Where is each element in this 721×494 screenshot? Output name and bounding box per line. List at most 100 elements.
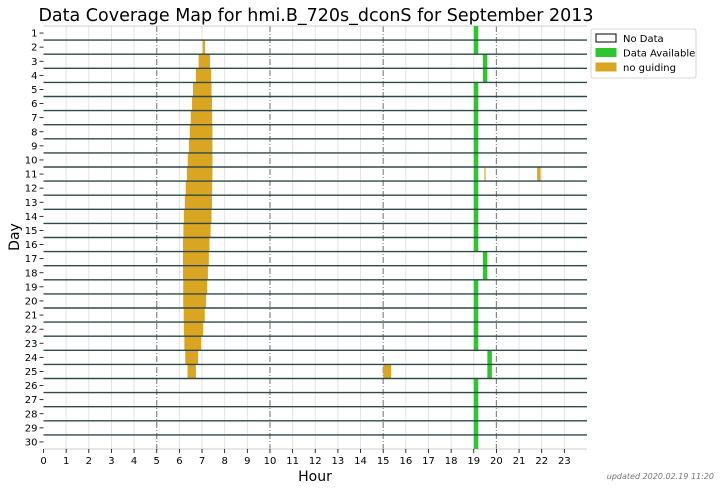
legend-label: no guiding [623,63,676,74]
y-tick-label: 8 [31,127,37,138]
data-available-bar [473,152,479,167]
y-tick-label: 16 [25,240,38,251]
y-tick-label: 1 [31,29,37,40]
data-available-bar [473,378,479,393]
data-available-bar [473,237,479,252]
y-tick-label: 29 [25,423,38,434]
x-tick-label: 1 [63,456,69,467]
no-guiding-bar [182,251,209,266]
legend: No Data Data Available no guiding [590,28,697,79]
y-tick-label: 10 [25,155,38,166]
y-tick-label: 30 [25,437,38,448]
y-tick-label: 12 [25,184,38,195]
y-tick-label: 3 [31,57,37,68]
y-tick-label: 28 [25,409,38,420]
x-tick-label: 20 [490,456,503,467]
no-guiding-bar [537,167,541,182]
data-available-bar [473,322,479,337]
data-available-bar [487,364,492,379]
legend-frame [590,28,697,79]
x-tick-label: 21 [513,456,526,467]
y-tick-label: 23 [25,339,38,350]
no-guiding-bar [183,322,204,337]
data-available-bar [482,54,488,69]
x-tick-label: 12 [309,456,322,467]
x-tick-label: 22 [535,456,548,467]
data-available-bar [482,251,488,266]
x-tick-label: 3 [108,456,114,467]
y-axis-label: Day [7,223,23,251]
y-tick-label: 25 [25,367,38,378]
x-tick-label: 9 [244,456,250,467]
no-guiding-bar [192,96,212,111]
no-guiding-bar [484,167,486,182]
data-available-bar [473,420,479,435]
no-guiding-bar [187,364,196,379]
data-available-bar [473,124,479,139]
y-tick-label: 19 [25,282,38,293]
no-guiding-bar [189,124,213,139]
no-guiding-bar [183,279,208,294]
y-tick-label: 11 [25,170,38,181]
no-guiding-bar [192,82,212,97]
data-available-bar [473,82,479,97]
bars [182,26,541,449]
y-tick-label: 20 [25,296,38,307]
x-axis: 0 1 2 3 4 5 6 7 8 9 10 11 12 13 14 15 16 17 18 19 20 21 22 23 [40,449,571,467]
data-available-bar [473,279,479,294]
legend-label: No Data [623,34,664,45]
no-guiding-bar [183,223,211,238]
no-guiding-bar [195,68,212,83]
no-guiding-bar [182,265,208,280]
no-guiding-bar [198,54,210,69]
data-available-bar [473,181,479,196]
y-tick-label: 15 [25,226,38,237]
data-available-bar [473,26,479,41]
updated-timestamp: updated 2020.02.19 11:20 [607,472,714,481]
no-guiding-bar [183,209,212,224]
x-tick-label: 10 [264,456,277,467]
x-tick-label: 15 [377,456,390,467]
no-guiding-bar [183,293,207,308]
no-guiding-bar [188,138,213,153]
x-tick-label: 4 [131,456,137,467]
no-guiding-bar [186,167,213,182]
no-guiding-bar [185,350,199,365]
y-tick-label: 4 [31,71,37,82]
x-tick-label: 19 [467,456,480,467]
y-tick-label: 22 [25,325,38,336]
x-tick-label: 13 [332,456,345,467]
no-guiding-bar [202,40,205,55]
no-guiding-bar [184,195,212,210]
legend-swatch [595,62,617,72]
y-tick-label: 14 [25,212,38,223]
x-tick-label: 6 [176,456,182,467]
x-tick-label: 2 [86,456,92,467]
y-tick-label: 21 [25,311,38,322]
data-available-bar [473,209,479,224]
x-tick-label: 11 [286,456,299,467]
x-tick-label: 14 [354,456,367,467]
y-tick-label: 17 [25,254,38,265]
y-tick-label: 26 [25,381,38,392]
x-tick-label: 0 [40,456,46,467]
data-available-bar [473,96,479,111]
no-guiding-bar [182,237,210,252]
x-tick-label: 18 [445,456,458,467]
y-tick-label: 27 [25,395,38,406]
y-tick-label: 9 [31,141,37,152]
y-tick-label: 2 [31,43,37,54]
data-available-bar [473,167,479,182]
data-available-bar [473,195,479,210]
y-tick-label: 18 [25,268,38,279]
data-available-bar [473,336,479,351]
row-lines [43,39,587,436]
y-tick-label: 6 [31,99,37,110]
data-available-bar [473,434,479,449]
no-guiding-bar [183,308,205,323]
legend-swatch [595,48,617,57]
data-available-bar [473,392,479,407]
data-available-bar [473,110,479,125]
x-axis-label: Hour [298,469,332,485]
data-available-bar [487,350,492,365]
